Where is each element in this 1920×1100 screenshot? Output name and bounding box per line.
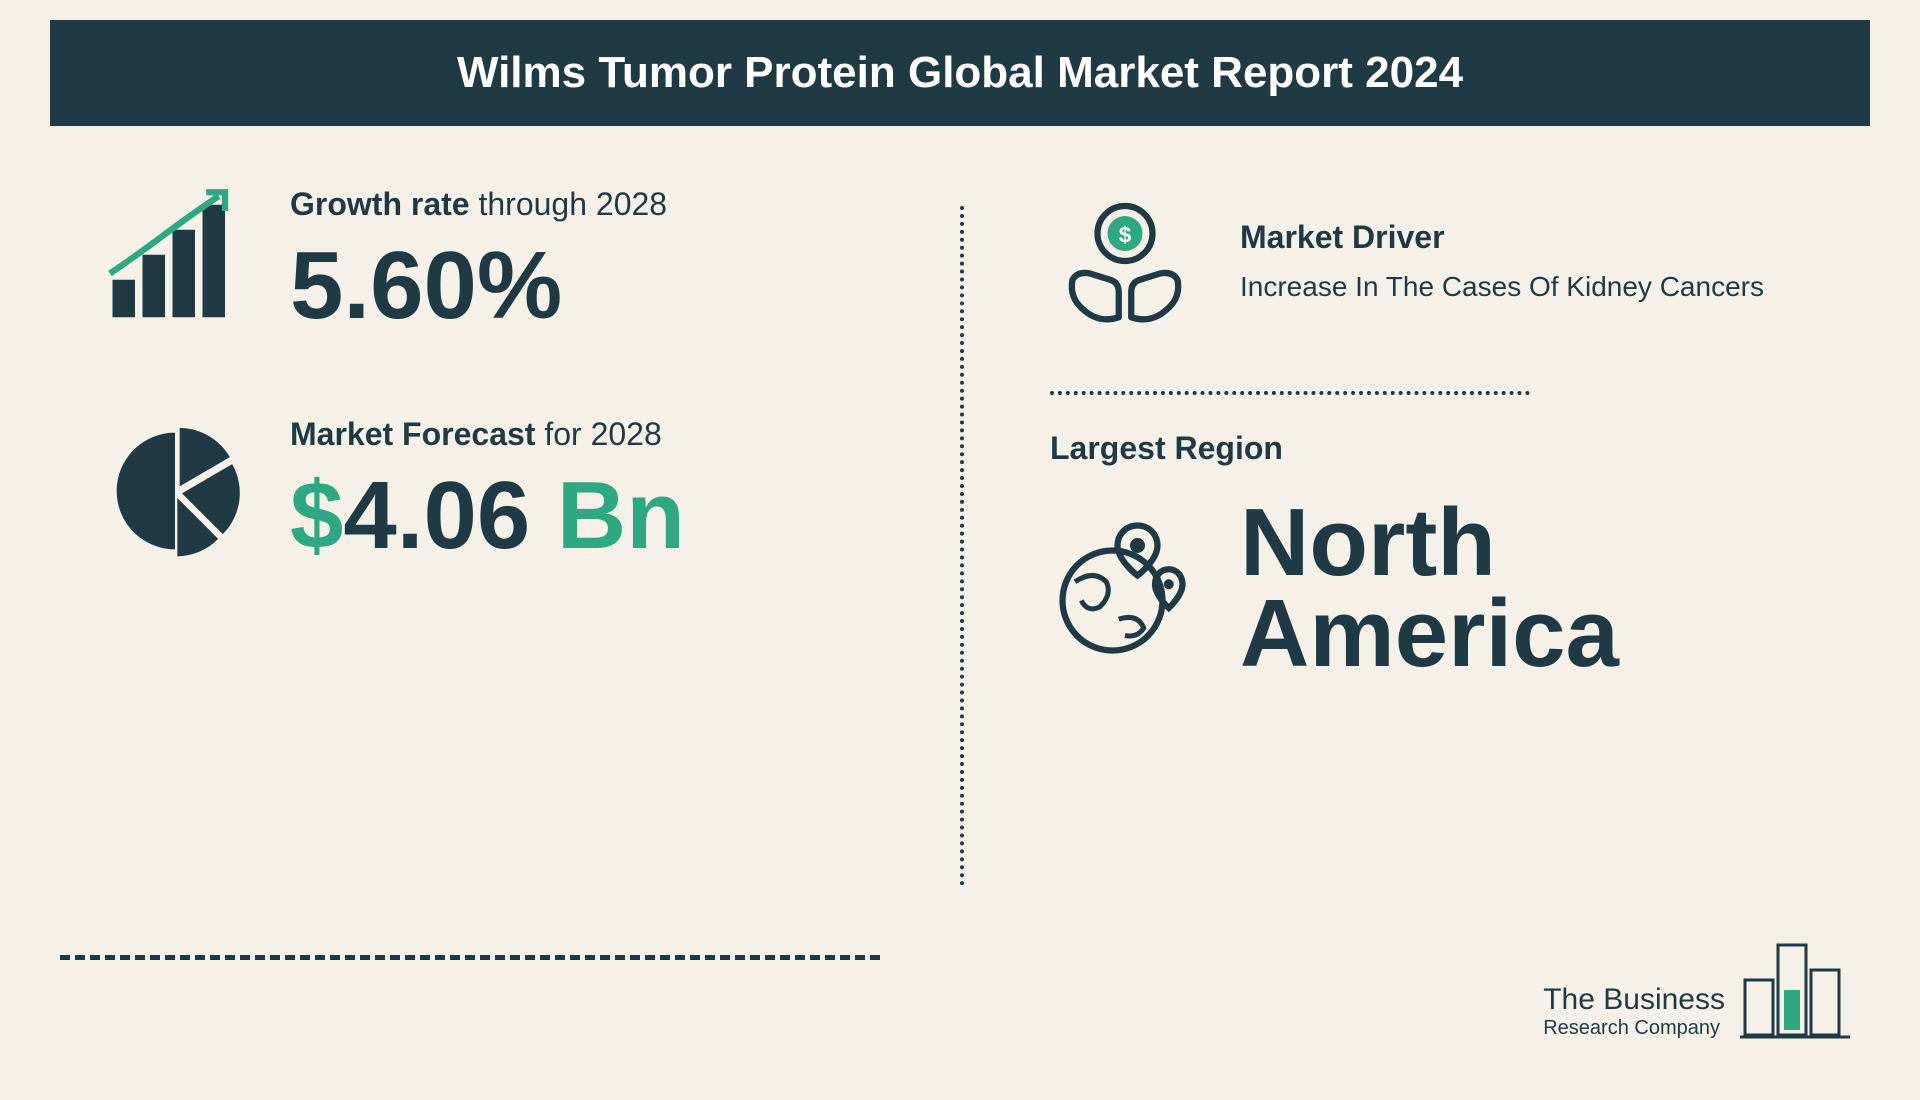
globe-pins-icon xyxy=(1050,513,1200,663)
forecast-label-bold: Market Forecast xyxy=(290,416,535,452)
logo-line2: Research Company xyxy=(1543,1017,1725,1040)
driver-body: Increase In The Cases Of Kidney Cancers xyxy=(1240,271,1764,303)
region-heading: Largest Region xyxy=(1050,430,1840,467)
company-logo: The Business Research Company xyxy=(1543,930,1850,1040)
vertical-divider xyxy=(960,206,964,886)
forecast-value: $4.06 Bn xyxy=(290,468,890,564)
horizontal-divider xyxy=(1050,391,1530,395)
hands-dollar-icon: $ xyxy=(1050,186,1200,336)
bottom-dashed-line xyxy=(60,955,880,960)
content-area: Growth rate through 2028 5.60% Market Fo… xyxy=(0,126,1920,906)
forecast-label: Market Forecast for 2028 xyxy=(290,416,890,453)
driver-heading: Market Driver xyxy=(1240,219,1764,256)
report-title: Wilms Tumor Protein Global Market Report… xyxy=(50,48,1870,98)
pie-chart-icon xyxy=(100,416,250,566)
growth-block: Growth rate through 2028 5.60% xyxy=(100,186,890,336)
growth-label-rest: through 2028 xyxy=(470,186,668,222)
logo-line1: The Business xyxy=(1543,983,1725,1017)
logo-bars-icon xyxy=(1740,930,1850,1040)
region-line2: America xyxy=(1240,588,1619,679)
forecast-prefix: $ xyxy=(290,462,343,569)
header-bar: Wilms Tumor Protein Global Market Report… xyxy=(50,20,1870,126)
region-value: North America xyxy=(1240,497,1619,679)
driver-block: $ Market Driver Increase In The Cases Of… xyxy=(1050,186,1840,336)
forecast-number: 4.06 xyxy=(343,462,530,569)
growth-label-bold: Growth rate xyxy=(290,186,470,222)
growth-label: Growth rate through 2028 xyxy=(290,186,890,223)
region-block: Largest Region North America xyxy=(1050,430,1840,679)
forecast-text: Market Forecast for 2028 $4.06 Bn xyxy=(290,416,890,564)
forecast-label-rest: for 2028 xyxy=(535,416,661,452)
forecast-suffix: Bn xyxy=(530,462,685,569)
region-line1: North xyxy=(1240,497,1619,588)
forecast-block: Market Forecast for 2028 $4.06 Bn xyxy=(100,416,890,566)
growth-chart-icon xyxy=(100,186,250,336)
left-column: Growth rate through 2028 5.60% Market Fo… xyxy=(100,186,950,906)
logo-text: The Business Research Company xyxy=(1543,983,1725,1040)
svg-text:$: $ xyxy=(1119,222,1132,247)
growth-text: Growth rate through 2028 5.60% xyxy=(290,186,890,334)
growth-value: 5.60% xyxy=(290,238,890,334)
right-column: $ Market Driver Increase In The Cases Of… xyxy=(950,186,1840,906)
driver-text: Market Driver Increase In The Cases Of K… xyxy=(1240,219,1764,303)
